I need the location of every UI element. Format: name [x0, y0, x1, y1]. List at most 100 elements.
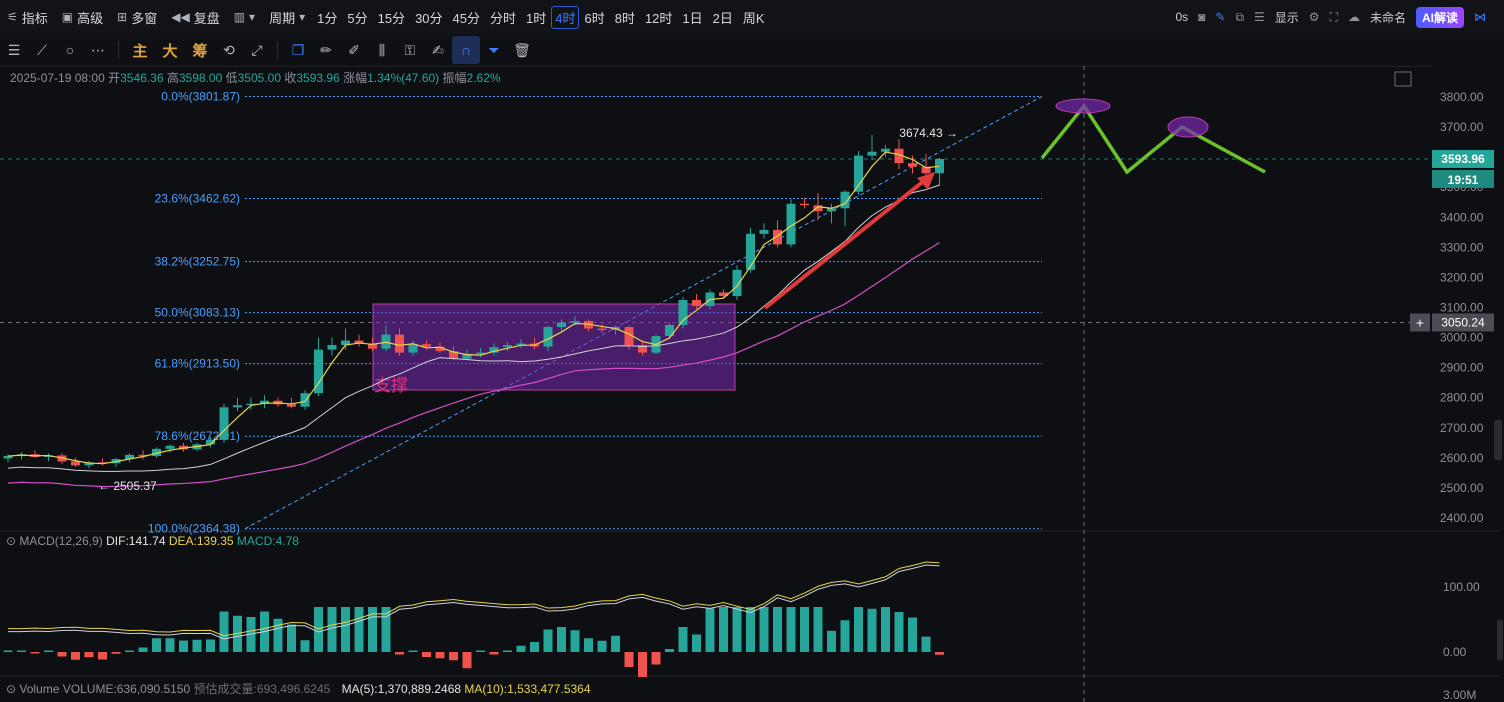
- advanced-button[interactable]: ▣ 高级: [55, 0, 110, 34]
- replay-button[interactable]: ◀◀ 复盘: [164, 0, 226, 34]
- bell-icon[interactable]: ⊙: [6, 534, 17, 548]
- change-value: 1.34%(47.60): [367, 71, 440, 85]
- period-list: 1分 5分 15分 30分 45分 分时 1时 4时 6时 8时 12时 1日 2日 周K: [312, 5, 769, 29]
- period-13[interactable]: 周K: [742, 10, 765, 26]
- gear-icon[interactable]: ⚙: [1308, 10, 1320, 24]
- macd-histogram-bar: [395, 652, 404, 655]
- layout-name[interactable]: 未命名: [1369, 10, 1406, 25]
- multiwindow-button[interactable]: ⊞ 多窗: [110, 0, 164, 34]
- indicators-icon: ⚟: [7, 10, 18, 24]
- macd-histogram-bar: [44, 650, 53, 652]
- period-12[interactable]: 2日: [712, 10, 733, 26]
- candle-body: [867, 151, 877, 156]
- period-6[interactable]: 1时: [526, 10, 547, 26]
- more-icon[interactable]: ⋯: [91, 41, 105, 58]
- ruler-icon[interactable]: ⤢: [251, 41, 263, 58]
- price-tick-label: 2900.00: [1440, 361, 1484, 375]
- macd-histogram-bar: [381, 607, 391, 652]
- camera-icon[interactable]: ◙: [1198, 10, 1206, 24]
- pencil-icon[interactable]: ✏: [320, 41, 332, 58]
- amp-label: 振幅: [442, 71, 467, 85]
- candle-body: [759, 229, 769, 234]
- projection-second-ellipse: [1167, 116, 1209, 138]
- macd-histogram-bar: [476, 650, 485, 652]
- macd-histogram-bar: [840, 620, 850, 652]
- brush-icon[interactable]: ✐: [348, 41, 360, 58]
- filter-icon[interactable]: ⏷: [488, 41, 500, 58]
- candle-body: [840, 191, 850, 209]
- collapse-icon[interactable]: ⊙: [6, 682, 17, 696]
- cursor-price-value: 3050.24: [1441, 315, 1485, 329]
- macd-histogram-bar: [786, 607, 796, 652]
- main-indicator-button[interactable]: 主: [132, 42, 148, 60]
- chevron-down-icon: ▾: [249, 10, 256, 24]
- close-label: 收: [284, 71, 297, 85]
- magnet-icon[interactable]: ∩: [452, 36, 480, 64]
- change-label: 涨幅: [343, 71, 368, 85]
- chart-type-button[interactable]: ▥ ▾: [227, 0, 262, 34]
- multiwindow-label: 多窗: [131, 10, 158, 26]
- candle-body: [732, 269, 742, 297]
- trash-icon[interactable]: 🗑: [513, 41, 531, 58]
- period-0[interactable]: 1分: [317, 10, 338, 26]
- period-5[interactable]: 分时: [490, 10, 517, 26]
- period-8[interactable]: 6时: [584, 10, 605, 26]
- edit-icon[interactable]: ✍: [432, 41, 444, 58]
- chart-canvas[interactable]: 3800.003700.003600.003500.003400.003300.…: [0, 66, 1504, 702]
- big-order-button[interactable]: 大: [162, 42, 178, 60]
- period-2[interactable]: 15分: [377, 10, 406, 26]
- fullscreen-window-icon[interactable]: ⧉: [1235, 9, 1245, 24]
- period-9[interactable]: 8时: [614, 10, 635, 26]
- candle-body: [219, 407, 229, 440]
- macd-histogram-bar: [867, 608, 877, 652]
- candles-icon[interactable]: ⫼: [378, 41, 386, 58]
- period-10[interactable]: 12时: [644, 10, 673, 26]
- maximize-chart-icon: [1394, 71, 1412, 87]
- candle-body: [665, 324, 674, 337]
- candle-body: [368, 343, 377, 349]
- candle-body: [854, 155, 863, 192]
- period-7[interactable]: 4时: [551, 5, 580, 29]
- fib-level-label: 78.6%(2672.01): [155, 429, 240, 443]
- timer-label: 0s: [1175, 10, 1189, 24]
- candle-body: [827, 208, 836, 212]
- high-label: 高: [166, 71, 179, 85]
- menu-icon[interactable]: ☰: [7, 41, 21, 58]
- expand-icon[interactable]: ⛶: [1329, 9, 1338, 24]
- chips-button[interactable]: 筹: [192, 42, 208, 60]
- dea-value: 139.35: [196, 534, 234, 548]
- copy-icon[interactable]: ❐: [291, 41, 305, 58]
- period-3[interactable]: 30分: [415, 10, 443, 26]
- lock-icon[interactable]: ⚿: [404, 41, 416, 58]
- candle-body: [570, 321, 580, 323]
- pen-icon[interactable]: ✎: [1215, 10, 1226, 24]
- macd-histogram-bar: [624, 652, 634, 667]
- ma-magenta-line: [7, 242, 940, 488]
- circle-icon[interactable]: ○: [65, 42, 75, 58]
- est-volume-value: 693,496.6245: [256, 682, 331, 696]
- share-icon[interactable]: ⋈: [1474, 10, 1486, 24]
- ai-read-button[interactable]: AI解读: [1415, 6, 1464, 28]
- macd-histogram-bar: [219, 611, 229, 652]
- grid-icon: ⊞: [117, 10, 128, 24]
- macd-histogram-bar: [354, 607, 364, 652]
- period-1[interactable]: 5分: [347, 10, 368, 26]
- period-11[interactable]: 1日: [682, 10, 703, 26]
- period-4[interactable]: 45分: [452, 10, 480, 26]
- open-label: 开: [108, 71, 121, 85]
- candle-body: [503, 345, 512, 348]
- candle-body: [543, 327, 553, 347]
- macd-dea-line: [7, 561, 940, 637]
- dea-label: DEA:: [168, 534, 197, 548]
- period-dropdown[interactable]: 周期 ▾: [262, 0, 312, 34]
- amp-value: 2.62%: [466, 71, 501, 85]
- macd-histogram-bar: [651, 652, 661, 665]
- compare-icon[interactable]: ⟲: [223, 41, 235, 58]
- display-label[interactable]: 显示: [1274, 10, 1299, 25]
- indicators-button[interactable]: ⚟ 指标: [0, 0, 55, 34]
- trend-icon[interactable]: ⟋: [37, 41, 47, 58]
- candle-body: [692, 299, 701, 306]
- candle-body: [935, 158, 944, 174]
- settings-list-icon[interactable]: ☰: [1254, 10, 1265, 24]
- candle-body: [476, 352, 485, 355]
